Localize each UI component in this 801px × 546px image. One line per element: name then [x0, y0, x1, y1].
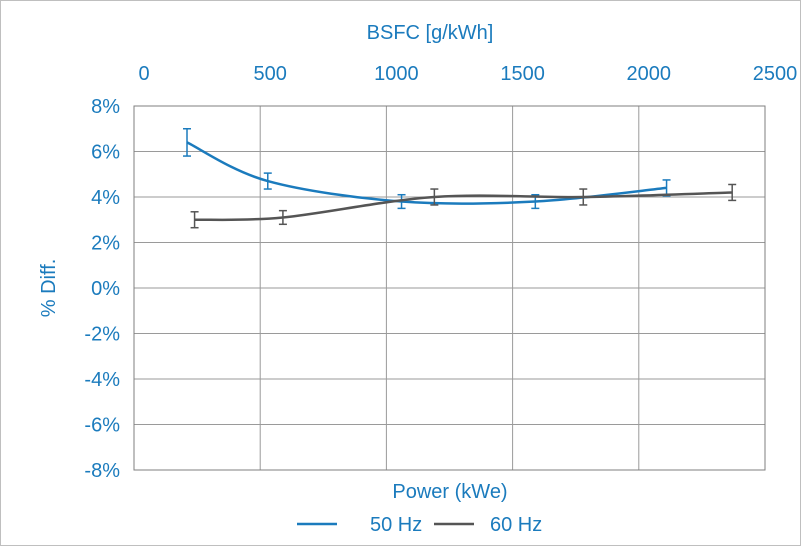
error-bar: [183, 128, 192, 157]
error-bar: [579, 188, 588, 206]
y-axis-label: % Diff.: [38, 259, 60, 318]
series-line: [194, 191, 733, 222]
error-bar: [190, 211, 199, 229]
error-bar: [278, 209, 287, 226]
top-axis-label: BSFC [g/kWh]: [367, 22, 494, 44]
top-tick-label: 1500: [500, 63, 545, 85]
top-tick-label: 0: [138, 63, 149, 85]
top-tick-label: 2000: [627, 63, 672, 85]
top-tick-label: 500: [254, 63, 287, 85]
y-tick-labels: 8% 6% 4% 2% 0% -2% -4% -6% -8%: [84, 96, 120, 482]
y-tick-label: -2%: [84, 324, 120, 346]
y-tick-label: -6%: [84, 415, 120, 437]
error-bar: [728, 183, 737, 202]
legend-label-50hz: 50 Hz: [370, 514, 422, 536]
series-1: [190, 183, 737, 229]
top-tick-label: 1000: [374, 63, 419, 85]
legend: 50 Hz 60 Hz: [297, 514, 542, 536]
top-tick-labels: 0 500 1000 1500 2000 2500: [138, 63, 797, 85]
y-tick-label: 6%: [91, 142, 120, 164]
y-tick-label: 8%: [91, 96, 120, 118]
error-bar: [430, 188, 439, 206]
x-axis-label: Power (kWe): [392, 481, 507, 503]
error-bar: [263, 172, 272, 190]
y-tick-label: 4%: [91, 187, 120, 209]
y-tick-label: 0%: [91, 278, 120, 300]
plot-area-border: [133, 105, 766, 471]
top-tick-label: 2500: [753, 63, 798, 85]
y-tick-label: 2%: [91, 233, 120, 255]
y-tick-label: -8%: [84, 460, 120, 482]
grid: [133, 105, 766, 471]
y-tick-label: -4%: [84, 369, 120, 391]
series-group: [183, 128, 737, 229]
legend-label-60hz: 60 Hz: [490, 514, 542, 536]
